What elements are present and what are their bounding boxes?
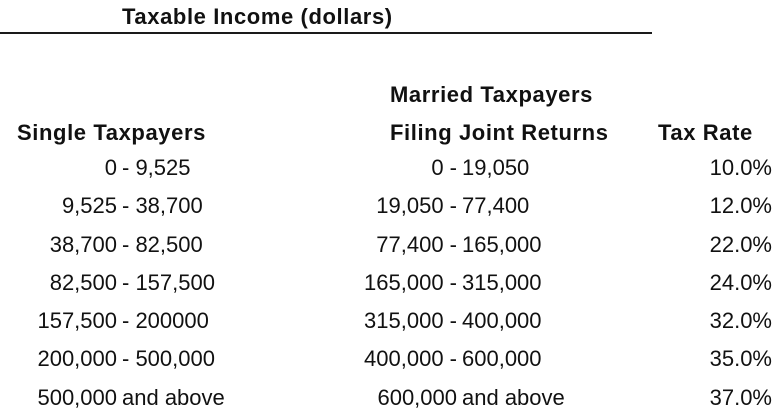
married-range-low: 0 -	[431, 155, 457, 180]
tax-rate-value: 24.0%	[709, 269, 772, 295]
single-range-low: 9,525	[61, 193, 117, 219]
header-married-line2: Filing Joint Returns	[390, 120, 609, 145]
tax-rate-value: 12.0%	[709, 193, 772, 219]
single-range-high: - 200000	[122, 308, 209, 334]
tax-rate-value: 35.0%	[709, 346, 772, 372]
married-range-low: 400,000 -	[364, 346, 457, 372]
single-range-high: - 157,500	[122, 269, 215, 295]
single-range-low: 82,500	[49, 269, 117, 295]
married-range-high: 77,400	[462, 193, 530, 219]
header-single-taxpayers: Single Taxpayers	[17, 120, 206, 145]
table-title: Taxable Income (dollars)	[122, 4, 393, 29]
table-row: 157,500 - 200000 315,000 - 400,000 32.0%	[0, 303, 774, 341]
table-row: 0 - 9,525 0 - 19,050 10.0%	[0, 150, 774, 188]
table-row: 82,500 - 157,500 165,000 - 315,000 24.0%	[0, 265, 774, 303]
tax-bracket-table: 0 - 9,525 0 - 19,050 10.0% 9,525 - 38,70…	[0, 150, 774, 418]
single-range-high: - 9,525	[122, 155, 191, 180]
married-range-high: 315,000	[462, 269, 542, 295]
table-row: 500,000 and above 600,000 and above 37.0…	[0, 380, 774, 418]
married-range-low: 19,050 -	[376, 193, 457, 219]
tax-rate-value: 32.0%	[709, 308, 772, 334]
tax-rate-value: 37.0%	[709, 384, 772, 410]
single-range-low: 0	[104, 155, 117, 180]
table-row: 38,700 - 82,500 77,400 - 165,000 22.0%	[0, 227, 774, 265]
title-underline	[0, 32, 652, 34]
header-married-line1: Married Taxpayers	[390, 82, 594, 107]
table-row: 200,000 - 500,000 400,000 - 600,000 35.0…	[0, 341, 774, 379]
single-range-high: - 38,700	[122, 193, 203, 219]
single-range-low: 157,500	[37, 308, 117, 334]
married-range-low: 600,000	[377, 384, 457, 410]
header-tax-rate: Tax Rate	[658, 120, 753, 145]
table-row: 9,525 - 38,700 19,050 - 77,400 12.0%	[0, 188, 774, 226]
married-range-low: 77,400 -	[376, 231, 457, 257]
single-range-low: 38,700	[49, 231, 117, 257]
single-range-high: - 82,500	[122, 231, 203, 257]
married-range-low: 165,000 -	[364, 269, 457, 295]
tax-rate-value: 10.0%	[709, 155, 772, 180]
married-range-high: 600,000	[462, 346, 542, 372]
single-range-high: - 500,000	[122, 346, 215, 372]
tax-rate-value: 22.0%	[709, 231, 772, 257]
married-range-high: 19,050	[462, 155, 530, 180]
married-range-high: 165,000	[462, 231, 542, 257]
married-range-high: 400,000	[462, 308, 542, 334]
single-range-low: 200,000	[37, 346, 117, 372]
married-range-high: and above	[462, 384, 565, 410]
single-range-low: 500,000	[37, 384, 117, 410]
single-range-high: and above	[122, 384, 225, 410]
married-range-low: 315,000 -	[364, 308, 457, 334]
